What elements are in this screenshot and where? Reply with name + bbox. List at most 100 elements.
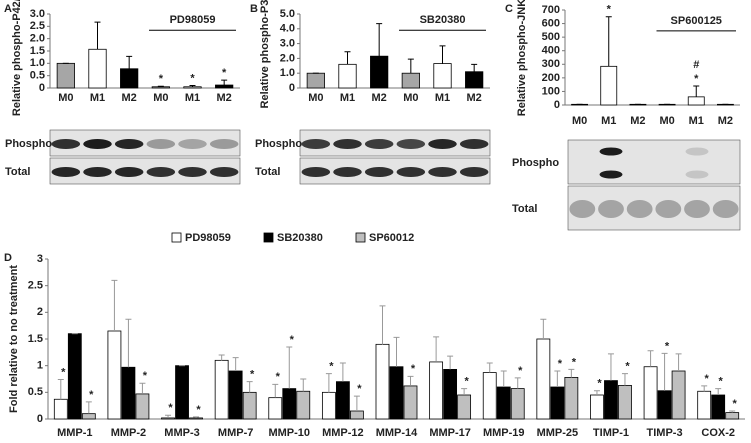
x-tick-label: TIMP-1 <box>593 427 629 439</box>
bar <box>643 366 658 420</box>
bar <box>725 412 740 420</box>
legend-swatch <box>171 232 182 243</box>
blot-background <box>49 129 241 157</box>
bar <box>482 372 497 420</box>
x-tick-label: M0 <box>58 92 73 104</box>
x-tick-label: M1 <box>185 92 200 104</box>
blot-band <box>364 167 394 177</box>
blot-label: Total <box>255 166 280 178</box>
x-tick-label: MMP-2 <box>111 427 146 439</box>
bar <box>81 413 96 420</box>
error-bar <box>272 383 279 398</box>
error-bar <box>715 388 722 395</box>
bar <box>121 366 136 420</box>
blot-band <box>146 139 176 149</box>
significance-mark: * <box>159 73 164 85</box>
x-tick-label: MMP-3 <box>164 427 199 439</box>
blot-background <box>567 139 741 185</box>
error-bar <box>568 368 575 378</box>
x-tick-label: M2 <box>718 115 733 127</box>
significance-mark: * <box>329 361 334 373</box>
y-tick-label: 400 <box>542 45 560 57</box>
x-tick-label: M0 <box>308 92 323 104</box>
significance-mark: * <box>250 369 255 381</box>
y-tick-label: 1.5 <box>28 333 43 345</box>
blot-band <box>178 167 207 177</box>
significance-mark: # <box>693 59 699 71</box>
significance-mark: * <box>357 383 362 395</box>
x-tick-label: M2 <box>372 92 387 104</box>
error-bar <box>514 377 521 389</box>
x-tick-label: M0 <box>572 115 587 127</box>
x-tick-label: TIMP-3 <box>647 427 683 439</box>
bar <box>496 386 511 420</box>
bar <box>335 381 350 420</box>
y-tick-label: 0 <box>39 82 45 94</box>
bar <box>536 338 551 420</box>
panel-letter: D <box>4 252 12 264</box>
bar <box>67 333 82 420</box>
y-axis-title: Relative phospho-P42/44 <box>11 0 23 116</box>
x-tick-label: M2 <box>122 92 137 104</box>
bar <box>510 388 525 420</box>
y-tick-label: 0 <box>37 413 43 425</box>
bar <box>403 385 418 420</box>
blot-band <box>301 139 331 149</box>
group-label: SP600125 <box>671 15 722 27</box>
significance-mark: * <box>705 373 710 385</box>
x-tick-label: M1 <box>601 115 616 127</box>
x-tick-label: COX-2 <box>701 427 735 439</box>
blot-band <box>428 139 457 149</box>
blot-label: Phospho <box>5 138 52 150</box>
bar <box>242 391 257 420</box>
x-tick-label: M2 <box>630 115 645 127</box>
y-tick-label: 2.5 <box>30 20 45 32</box>
bar <box>349 410 364 420</box>
error-bar <box>605 16 612 67</box>
error-bar <box>661 352 668 391</box>
blot-band <box>396 167 426 177</box>
error-bar <box>232 357 239 371</box>
error-bar <box>353 395 360 411</box>
y-tick-label: 3 <box>37 253 43 265</box>
blot-band <box>364 139 394 149</box>
error-bar <box>393 336 400 367</box>
blot-band <box>599 170 623 179</box>
legend-swatch <box>355 232 366 243</box>
panel-letter: B <box>250 3 258 15</box>
blot-band <box>209 167 239 177</box>
significance-mark: * <box>276 371 281 383</box>
error-bar <box>729 410 736 413</box>
bar <box>56 62 75 89</box>
error-bar <box>554 370 561 387</box>
y-tick-label: 0 <box>554 99 560 111</box>
blot-label: Phospho <box>255 138 302 150</box>
significance-mark: * <box>558 358 563 370</box>
x-tick-label: M1 <box>435 92 450 104</box>
significance-mark: * <box>719 376 724 388</box>
error-bar <box>693 85 700 97</box>
bar <box>687 96 705 106</box>
bar <box>161 417 175 420</box>
x-tick-label: MMP-1 <box>57 427 92 439</box>
bar <box>338 63 357 89</box>
blot-band <box>396 139 426 149</box>
bar <box>590 394 604 420</box>
x-tick-label: M0 <box>403 92 418 104</box>
bar <box>268 397 283 420</box>
error-bar <box>344 51 351 65</box>
bar <box>120 68 139 89</box>
blot-band <box>685 170 709 179</box>
y-tick-label: 200 <box>542 72 560 84</box>
significance-mark: * <box>733 398 738 410</box>
y-tick-label: 3.0 <box>280 38 295 50</box>
bar <box>657 390 672 420</box>
bar <box>135 393 150 420</box>
significance-mark: * <box>665 340 670 352</box>
bar <box>457 394 472 420</box>
bar <box>215 84 234 89</box>
group-label: SB20380 <box>420 14 466 26</box>
blot-band <box>114 139 144 149</box>
blot-band <box>83 139 112 149</box>
y-tick-label: 3.0 <box>30 8 45 20</box>
